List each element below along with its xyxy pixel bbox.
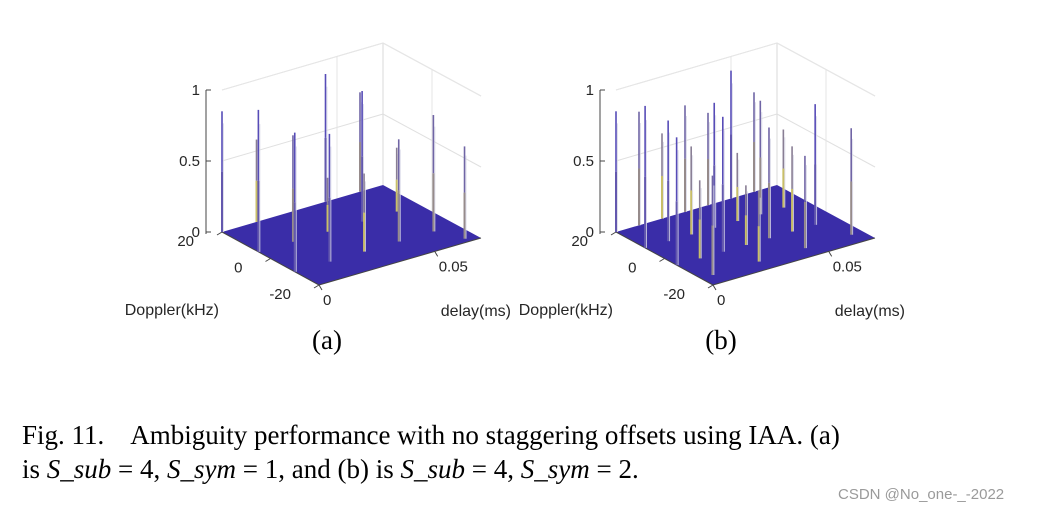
stem	[767, 127, 771, 239]
grid-walls	[221, 42, 482, 212]
y-tick-label: -20	[663, 286, 685, 303]
y-tick-mark	[216, 231, 223, 236]
wall-top-edge	[615, 42, 778, 91]
stem	[675, 137, 679, 266]
stem	[690, 146, 694, 235]
stem	[615, 111, 618, 232]
y-axis-label: Doppler(kHz)	[519, 302, 613, 319]
y-tick-mark	[659, 258, 665, 262]
z-tick-label: 1	[586, 82, 594, 99]
stem	[432, 115, 436, 232]
y-tick-mark	[707, 284, 714, 289]
y-tick-mark	[610, 231, 617, 236]
y-tick-mark	[265, 258, 271, 262]
x-axis-line	[712, 237, 876, 286]
z-tick-label: 0	[586, 224, 594, 241]
stem	[791, 146, 794, 232]
panel-label: (a)	[312, 325, 342, 355]
x-tick-label: 0.05	[833, 258, 862, 275]
y-tick-label: 20	[177, 233, 194, 250]
x-tick-label: 0	[323, 292, 331, 309]
stem	[684, 105, 687, 212]
stem	[644, 105, 647, 248]
x-tick-mark	[318, 284, 323, 291]
z-tick-label: 1	[192, 82, 200, 99]
eq-a-var1: S_sub	[46, 454, 112, 484]
stem	[782, 129, 786, 208]
x-tick-mark	[434, 251, 439, 257]
x-tick-label: 0	[717, 292, 725, 309]
y-tick-label: -20	[269, 286, 291, 303]
stem	[850, 128, 854, 235]
stem	[713, 102, 717, 228]
stem	[803, 155, 807, 249]
stem	[293, 132, 297, 272]
x-tick-mark	[828, 251, 833, 257]
figure-caption: Fig. 11. Ambiguity performance with no st…	[22, 418, 1052, 486]
stem	[707, 112, 710, 206]
grid-line-z	[615, 113, 778, 162]
y-tick-label: 0	[628, 260, 636, 277]
watermark: CSDN @No_one-_-2022	[838, 486, 1005, 503]
z-tick-label: 0	[192, 224, 200, 241]
stem	[744, 185, 748, 245]
stem	[730, 70, 733, 199]
stem	[638, 111, 641, 226]
stem	[711, 175, 715, 276]
caption-line-2: is S_sub = 4, S_sym = 1, and (b) is S_su…	[22, 454, 639, 484]
y-tick-mark	[313, 284, 320, 289]
eq-a-var2: S_sym	[167, 454, 237, 484]
y-axis-label: Doppler(kHz)	[125, 302, 219, 319]
caption-body: Ambiguity performance with no staggering…	[130, 420, 840, 450]
eq-b-var2: S_sym	[520, 454, 590, 484]
stem	[667, 120, 671, 242]
stem	[363, 173, 366, 252]
caption-lead: Fig. 11.	[22, 420, 105, 450]
wall-top-edge	[221, 42, 384, 91]
stem	[759, 100, 763, 215]
stem	[736, 152, 740, 222]
floor-surface	[222, 185, 481, 285]
stem	[753, 92, 756, 192]
x-tick-mark	[712, 284, 717, 291]
y-tick-label: 0	[234, 260, 242, 277]
stem	[698, 180, 702, 259]
x-axis-line	[318, 237, 482, 286]
stem	[757, 190, 761, 262]
stem	[463, 146, 467, 239]
panel-label: (b)	[705, 325, 736, 355]
stem	[257, 109, 261, 252]
caption-line-1: Fig. 11. Ambiguity performance with no st…	[22, 418, 1052, 452]
x-axis-label: delay(ms)	[441, 303, 511, 320]
stem	[328, 133, 332, 262]
z-tick-label: 0.5	[573, 153, 594, 170]
stem	[814, 104, 818, 225]
stem	[721, 116, 725, 252]
stem	[397, 139, 401, 242]
x-axis-label: delay(ms)	[835, 303, 905, 320]
stem	[661, 133, 664, 219]
x-tick-label: 0.05	[439, 258, 468, 275]
stem	[221, 111, 224, 232]
eq-b-var1: S_sub	[400, 454, 465, 484]
z-tick-label: 0.5	[179, 153, 200, 170]
y-tick-label: 20	[571, 233, 588, 250]
grid-line-z	[221, 113, 384, 162]
